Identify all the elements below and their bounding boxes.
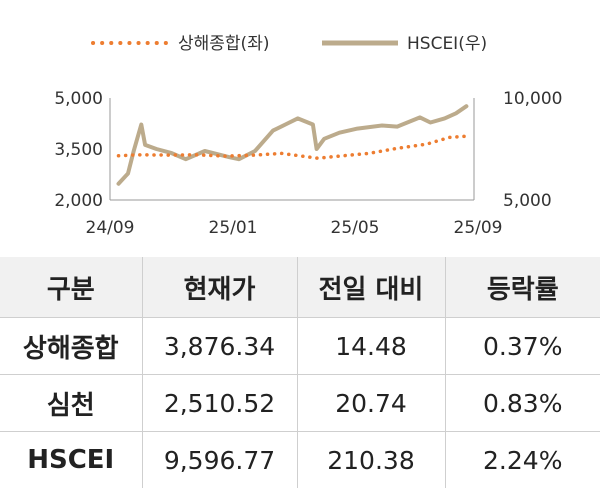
y-right-tick-label: 5,000 (503, 191, 552, 211)
x-tick-label: 25/05 (331, 218, 380, 238)
y-left-tick-label: 2,000 (54, 191, 103, 211)
legend: 상해종합(좌) HSCEI(우) (93, 34, 487, 54)
table-row: 심천 2,510.52 20.74 0.83% (0, 375, 600, 432)
x-tick-label: 25/09 (454, 218, 503, 238)
row-price: 3,876.34 (142, 318, 297, 375)
row-name: 심천 (0, 375, 142, 432)
row-change: 14.48 (297, 318, 445, 375)
row-change-rate: 0.83% (445, 375, 600, 432)
table-row: 상해종합 3,876.34 14.48 0.37% (0, 318, 600, 375)
line-chart: 상해종합(좌) HSCEI(우) 5,000 3,500 2,000 10,00… (0, 0, 600, 250)
header-change-rate: 등락률 (445, 257, 600, 318)
row-price: 2,510.52 (142, 375, 297, 432)
axes (110, 98, 474, 200)
x-tick-label: 24/09 (86, 218, 135, 238)
header-category: 구분 (0, 257, 142, 318)
row-change-rate: 0.37% (445, 318, 600, 375)
legend-label-shanghai: 상해종합(좌) (178, 34, 269, 54)
y-right-tick-label: 10,000 (503, 89, 562, 109)
index-table: 구분 현재가 전일 대비 등락률 상해종합 3,876.34 14.48 0.3… (0, 257, 600, 488)
legend-label-hscei: HSCEI(우) (407, 34, 487, 54)
header-price: 현재가 (142, 257, 297, 318)
y-left-tick-label: 5,000 (54, 89, 103, 109)
x-tick-label: 25/01 (209, 218, 258, 238)
table-header-row: 구분 현재가 전일 대비 등락률 (0, 257, 600, 318)
series-layer (118, 106, 466, 184)
row-name: 상해종합 (0, 318, 142, 375)
header-change: 전일 대비 (297, 257, 445, 318)
row-change: 20.74 (297, 375, 445, 432)
y-left-tick-label: 3,500 (54, 140, 103, 160)
